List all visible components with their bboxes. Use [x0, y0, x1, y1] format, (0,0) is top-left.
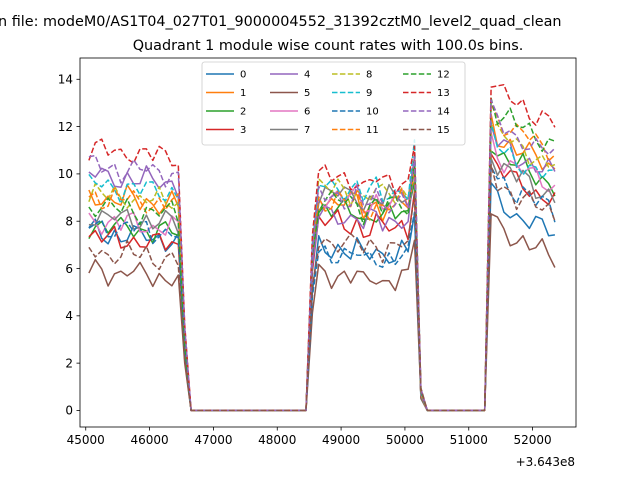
legend-label-11: 11	[366, 125, 379, 136]
x-tick-label-5: 50000	[386, 433, 424, 447]
y-axis: 0 2 4 6 8 10 12 14	[58, 73, 80, 418]
x-tick-label-1: 46000	[130, 433, 168, 447]
legend-label-3: 3	[240, 125, 246, 136]
legend-label-2: 2	[240, 107, 246, 118]
x-tick-label-0: 45000	[67, 433, 105, 447]
x-tick-label-7: 52000	[513, 433, 551, 447]
y-tick-label-2: 4	[65, 309, 73, 323]
axes-frame	[79, 57, 577, 428]
series-line-2	[88, 150, 556, 412]
x-tick-label-2: 47000	[194, 433, 232, 447]
legend-label-4: 4	[304, 70, 310, 81]
legend-label-9: 9	[366, 88, 372, 99]
legend-label-12: 12	[437, 70, 450, 81]
figure-suptitle: n file: modeM0/AS1T04_027T01_9000004552_…	[0, 14, 562, 30]
legend-label-13: 13	[437, 88, 450, 99]
y-tick-label-7: 14	[58, 73, 73, 87]
series-line-10	[88, 165, 556, 412]
chart-title: Quadrant 1 module wise count rates with …	[133, 38, 524, 54]
x-axis: 45000 46000 47000 48000 49000 50000 51000 52000	[67, 427, 552, 447]
series-line-6	[88, 131, 556, 412]
series-line-13	[88, 83, 556, 412]
legend-label-15: 15	[437, 125, 450, 136]
legend-label-8: 8	[366, 70, 372, 81]
series-line-5	[88, 213, 556, 412]
series-line-4	[88, 123, 556, 412]
legend-label-0: 0	[240, 70, 246, 81]
series-line-12	[88, 97, 556, 412]
x-offset-label: +3.643e8	[516, 455, 575, 469]
x-tick-label-6: 51000	[450, 433, 488, 447]
legend-box	[201, 61, 466, 146]
y-tick-label-4: 8	[65, 215, 73, 229]
series-line-14	[88, 99, 556, 412]
x-tick-label-4: 49000	[322, 433, 360, 447]
legend-label-5: 5	[304, 88, 310, 99]
y-tick-label-3: 6	[65, 262, 73, 276]
legend-label-6: 6	[304, 107, 310, 118]
legend-label-1: 1	[240, 88, 246, 99]
y-tick-label-1: 2	[65, 356, 73, 370]
y-tick-label-0: 0	[65, 404, 73, 418]
y-tick-label-6: 12	[58, 120, 73, 134]
series-line-15	[88, 163, 556, 412]
legend-label-7: 7	[304, 125, 310, 136]
legend-label-10: 10	[366, 107, 379, 118]
legend-label-14: 14	[437, 107, 450, 118]
y-tick-label-5: 10	[58, 167, 73, 181]
x-tick-label-3: 48000	[258, 433, 296, 447]
series-line-8	[88, 123, 556, 412]
plot-lines	[88, 83, 556, 412]
